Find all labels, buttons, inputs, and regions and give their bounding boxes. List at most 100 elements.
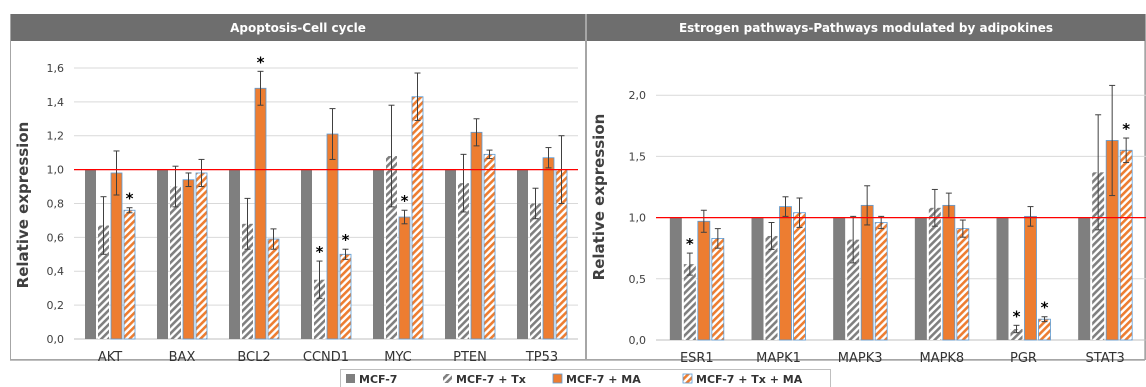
significance-marker: * — [126, 190, 134, 208]
x-tick-label: STAT3 — [1086, 351, 1125, 366]
bar-mcf7-ma — [697, 220, 711, 341]
bar-mcf7-ma — [860, 204, 874, 341]
significance-marker: * — [1122, 120, 1130, 138]
bar-mcf7-tx — [1092, 172, 1105, 340]
y-tick-label: 0,5 — [629, 273, 647, 286]
bar-mcf7-tx — [1010, 328, 1023, 340]
bar-mcf7 — [373, 169, 384, 339]
bar-mcf7 — [229, 169, 240, 339]
panel-title: Estrogen pathways-Pathways modulated by … — [679, 21, 1053, 35]
bar-mcf7-tx — [683, 264, 696, 340]
y-tick-label: 0,0 — [629, 334, 647, 347]
bar-mcf7-ma — [326, 133, 339, 340]
legend-swatch — [552, 373, 563, 384]
bar-mcf7 — [301, 169, 312, 339]
x-tick-label: PTEN — [453, 350, 487, 365]
bar-mcf7-tx — [928, 207, 941, 340]
bar-mcf7-tx — [98, 225, 109, 339]
x-tick-label: BCL2 — [237, 350, 270, 365]
bar-mcf7-ma — [542, 157, 555, 340]
bar-mcf7-tx — [765, 235, 778, 340]
x-tick-label: TP53 — [525, 350, 558, 365]
bar-mcf7-tx-ma — [339, 253, 352, 340]
bar-mcf7-ma — [942, 204, 956, 341]
bar-mcf7-tx-ma — [411, 96, 424, 340]
legend-label: MCF-7 + MA — [566, 373, 641, 386]
legend-label: MCF-7 + Tx — [456, 373, 526, 386]
bar-mcf7-ma — [254, 87, 267, 340]
significance-marker: * — [257, 53, 265, 71]
x-tick-label: MAPK1 — [756, 351, 801, 366]
panel-title-bar — [11, 14, 585, 41]
x-tick-label: PGR — [1010, 351, 1037, 366]
bar-mcf7 — [85, 169, 96, 339]
y-axis-label: Relative expression — [590, 114, 608, 281]
significance-marker: * — [686, 235, 694, 253]
y-tick-label: 0,6 — [47, 231, 65, 244]
bar-mcf7-tx — [458, 183, 469, 339]
legend-swatch — [682, 373, 693, 384]
x-tick-label: CCND1 — [303, 350, 349, 365]
bar-mcf7-tx-ma — [1038, 318, 1051, 341]
legend-label: MCF-7 — [359, 373, 397, 386]
x-tick-label: ESR1 — [680, 351, 714, 366]
y-tick-label: 0,8 — [47, 197, 65, 210]
x-tick-label: AKT — [98, 350, 122, 365]
bar-mcf7-tx-ma — [956, 228, 970, 341]
panel-title: Apoptosis-Cell cycle — [230, 21, 366, 35]
bar-mcf7-tx-ma — [267, 238, 280, 340]
bar-mcf7-tx — [847, 239, 860, 340]
y-tick-label: 1,5 — [629, 150, 647, 163]
bar-mcf7-tx — [530, 203, 541, 339]
x-tick-label: MAPK8 — [919, 351, 964, 366]
y-tick-label: 2,0 — [629, 89, 647, 102]
bar-mcf7-tx-ma — [483, 153, 496, 340]
y-tick-label: 0,4 — [47, 265, 65, 278]
bar-mcf7 — [157, 169, 168, 339]
x-tick-label: MAPK3 — [838, 351, 883, 366]
y-tick-label: 1,0 — [47, 164, 65, 177]
y-tick-label: 1,4 — [47, 96, 65, 109]
bar-mcf7-ma — [182, 179, 195, 340]
bar-mcf7 — [751, 217, 764, 340]
panel-title-bar — [587, 14, 1145, 41]
y-tick-label: 1,2 — [47, 130, 65, 143]
legend-label: MCF-7 + Tx + MA — [696, 373, 803, 386]
y-tick-label: 0,2 — [47, 299, 65, 312]
x-tick-label: MYC — [384, 350, 412, 365]
significance-marker: * — [1013, 307, 1021, 325]
bar-mcf7-ma — [110, 172, 123, 340]
bar-mcf7 — [1078, 217, 1091, 340]
x-tick-label: BAX — [169, 350, 196, 365]
bar-mcf7-tx-ma — [711, 238, 725, 341]
bar-mcf7-tx-ma — [1119, 149, 1133, 341]
significance-marker: * — [1041, 299, 1049, 317]
bar-mcf7-ma — [1024, 215, 1037, 341]
bar-mcf7 — [996, 217, 1009, 340]
legend-swatch — [346, 374, 355, 383]
bar-mcf7-tx — [386, 156, 397, 339]
significance-marker: * — [342, 231, 350, 249]
bar-mcf7-ma — [470, 131, 483, 340]
bar-mcf7-tx-ma — [195, 172, 208, 340]
bar-mcf7 — [517, 169, 528, 339]
legend-box — [340, 369, 831, 387]
bar-mcf7 — [445, 169, 456, 339]
bar-mcf7 — [914, 217, 927, 340]
bar-mcf7-tx-ma — [874, 222, 888, 341]
legend-swatch — [443, 374, 452, 383]
bar-mcf7 — [669, 217, 682, 340]
y-tick-label: 1,0 — [629, 212, 647, 225]
bar-mcf7-tx — [242, 223, 253, 339]
bar-mcf7-ma — [398, 216, 411, 340]
bar-mcf7-tx-ma — [793, 212, 806, 341]
y-tick-label: 0,0 — [47, 333, 65, 346]
y-axis-label: Relative expression — [14, 122, 32, 289]
bar-mcf7 — [833, 217, 846, 340]
panel-border — [10, 14, 586, 360]
bar-mcf7-tx — [170, 186, 181, 339]
bar-mcf7-tx-ma — [123, 209, 136, 340]
significance-marker: * — [316, 243, 324, 261]
